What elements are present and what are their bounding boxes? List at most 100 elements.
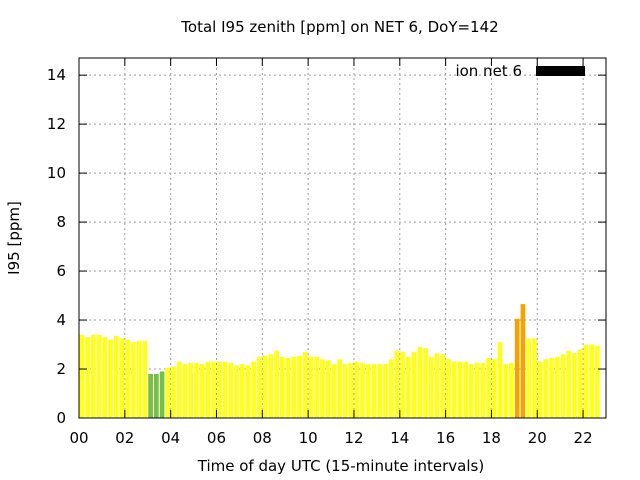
legend: ion net 6 [455,62,585,80]
bar [320,359,325,418]
bar [595,345,600,418]
x-tick-label: 12 [344,429,363,447]
bar [560,354,566,418]
axis-ticks [78,58,606,419]
bar [257,356,262,418]
bar [354,361,360,418]
bar [234,365,239,418]
x-tick-label: 06 [207,429,226,447]
bar [497,342,503,418]
bar [325,360,331,418]
bar [148,373,153,418]
bar [205,361,211,418]
bar [96,334,102,418]
bar [136,340,142,418]
y-tick-label: 2 [56,360,66,378]
bar [331,364,337,418]
bar [417,346,423,418]
x-tick-label: 04 [161,429,180,447]
y-tick-labels: 0 2 4 6 8 10 12 14 [47,66,66,427]
bar [285,358,291,418]
y-tick-label: 10 [47,164,66,182]
x-tick-label: 08 [253,429,272,447]
bar [583,344,589,418]
bar [159,371,165,418]
bar [486,358,491,418]
bar [554,356,560,418]
bar [142,340,148,418]
bar [90,334,96,418]
bar [79,334,85,418]
bar [514,318,520,418]
bar [532,338,537,418]
bar [85,337,90,418]
bar [469,364,474,418]
bar [566,350,572,418]
bar [428,356,434,418]
bar [171,366,176,418]
bar [371,364,377,418]
bar [343,364,348,418]
bar [222,361,228,418]
bar [245,365,251,418]
bar [480,362,486,418]
y-tick-label: 4 [56,311,66,329]
bar [451,361,457,418]
bar [463,361,469,418]
bar [153,373,159,418]
bar [423,348,428,418]
y-tick-label: 12 [47,115,66,133]
x-tick-label: 20 [528,429,547,447]
bar [125,339,131,418]
bar [314,356,320,418]
y-tick-label: 0 [56,409,66,427]
bar [589,344,595,418]
bar [291,356,297,418]
bar [577,349,583,418]
y-tick-label: 6 [56,262,66,280]
bar [503,364,509,418]
bar [411,351,417,418]
bar [474,362,480,418]
bar [337,359,342,418]
bar [572,353,577,418]
bar [308,356,314,418]
x-axis-label: Time of day UTC (15-minute intervals) [197,457,484,475]
bar [165,367,171,418]
x-tick-labels: 00 02 04 06 08 10 12 14 16 18 20 22 [69,429,592,447]
bar [262,355,268,418]
bar [383,364,388,418]
bar [251,361,257,418]
bar [365,364,371,418]
bar [446,359,451,418]
bar [400,351,405,418]
bar [297,355,302,418]
bar [549,358,554,418]
x-tick-label: 10 [299,429,318,447]
bar-series [79,304,600,418]
bar [406,356,411,418]
bar [216,361,222,418]
bar [526,338,532,418]
bar [491,359,497,418]
bar [194,362,199,418]
y-axis-label: I95 [ppm] [5,201,23,275]
x-tick-label: 16 [436,429,455,447]
bar [108,339,113,418]
chart-title: Total I95 zenith [ppm] on NET 6, DoY=142 [180,18,498,36]
bar [131,342,136,418]
x-tick-label: 02 [115,429,134,447]
bar [119,338,125,418]
bar [394,350,400,418]
bar [268,354,274,418]
bar [182,364,188,418]
bar [388,359,394,418]
bar [176,361,182,418]
x-tick-label: 00 [69,429,88,447]
bar [543,359,549,418]
bar [199,364,205,418]
bar [537,361,543,418]
bar [509,362,514,418]
x-tick-label: 22 [574,429,593,447]
